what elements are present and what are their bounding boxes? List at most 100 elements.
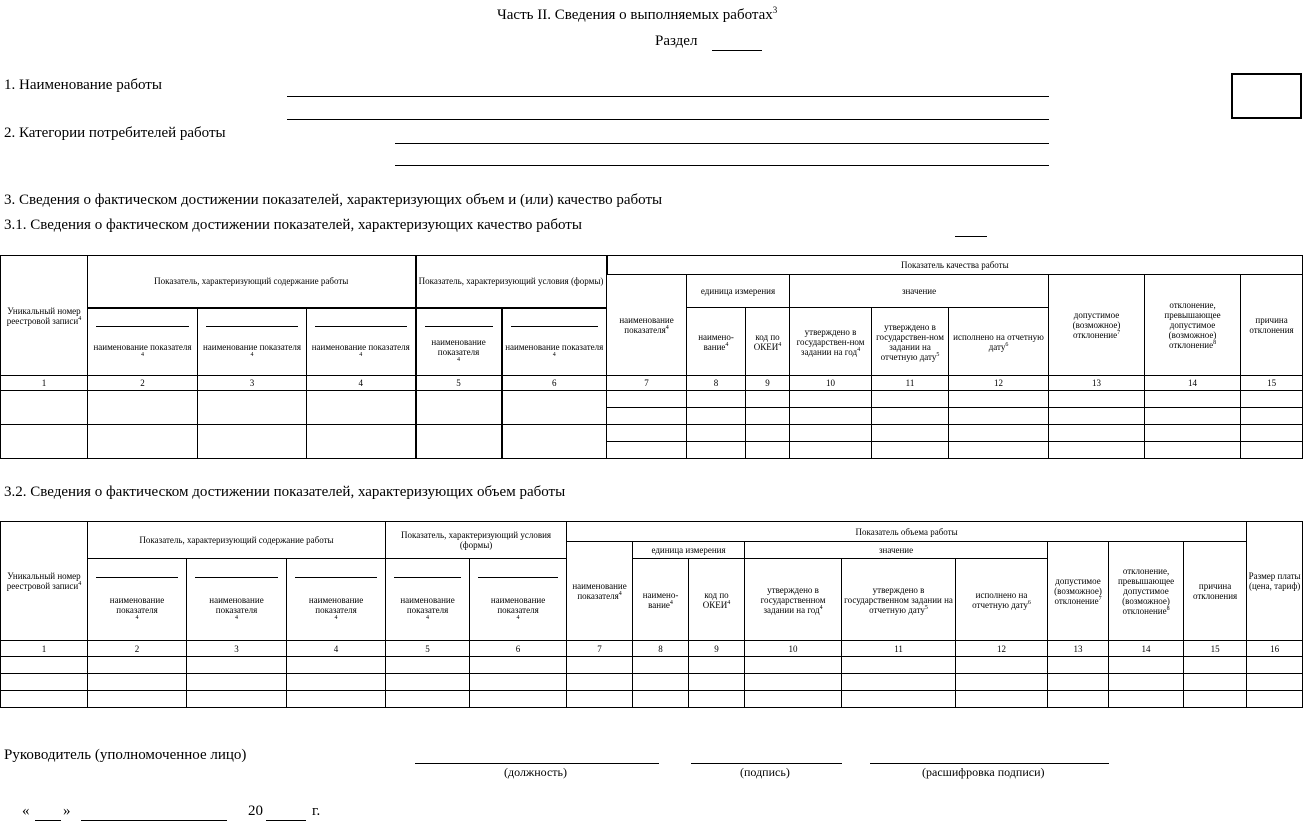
t2-ind-name-2: наименование показателя 4 bbox=[87, 558, 187, 641]
decode-line[interactable] bbox=[870, 763, 1109, 764]
table-row[interactable] bbox=[0, 656, 1303, 674]
t1-num: 2 bbox=[87, 375, 198, 391]
t2-num: 4 bbox=[285, 640, 387, 657]
heading-3-2: 3.2. Сведения о фактическом достижении п… bbox=[4, 484, 566, 500]
t1-num: 1 bbox=[0, 375, 88, 391]
t1-ind-name-3: наименование показателя 4 bbox=[197, 306, 307, 376]
t1-num: 5 bbox=[414, 375, 503, 391]
work-name-line-2[interactable] bbox=[287, 119, 1049, 120]
t2-number-row: 1 2 3 4 5 6 7 8 9 10 11 12 13 14 15 16 bbox=[0, 640, 1303, 657]
t2-num: 11 bbox=[841, 640, 957, 657]
table-row[interactable] bbox=[0, 390, 1303, 425]
date-year-suffix: г. bbox=[312, 803, 321, 819]
t2-ind-name-5: наименование показателя 4 bbox=[385, 558, 471, 641]
t1-conditions-header: Показатель, характеризующий условия (фор… bbox=[414, 255, 608, 308]
t1-number-row: 1 2 3 4 5 6 7 8 9 10 11 12 13 14 15 bbox=[0, 375, 1303, 391]
consumers-line-1[interactable] bbox=[395, 143, 1049, 144]
t2-reason: причина отклонения bbox=[1183, 541, 1248, 641]
volume-table: Уникальный номер реестровой записи4 Пока… bbox=[0, 521, 1303, 708]
t1-done: исполнено на отчетную дату6 bbox=[948, 307, 1050, 376]
t2-unit-header: единица измерения bbox=[632, 541, 746, 559]
position-caption: (должность) bbox=[504, 765, 567, 779]
t1-allowed: допустимое (возможное) отклонение7 bbox=[1048, 274, 1146, 376]
t1-ind-name-7: наименование показателя4 bbox=[606, 274, 688, 376]
t1-num: 10 bbox=[789, 375, 873, 391]
t1-quality-header: Показатель качества работы bbox=[605, 255, 1303, 275]
t2-num: 16 bbox=[1246, 640, 1303, 657]
t1-num: 13 bbox=[1048, 375, 1146, 391]
t2-ind-name-4: наименование показателя 4 bbox=[285, 558, 387, 641]
table-row[interactable] bbox=[0, 673, 1303, 691]
t2-done: исполнено на отчетную дату6 bbox=[955, 558, 1049, 641]
page-title: Часть II. Сведения о выполняемых работах… bbox=[497, 5, 778, 24]
t1-approved-year: утверждено в государствен-ном задании на… bbox=[789, 307, 873, 376]
t1-ind-name-2: наименование показателя 4 bbox=[87, 306, 198, 376]
t1-reason: причина отклонения bbox=[1240, 274, 1303, 376]
date-day-line[interactable] bbox=[35, 820, 61, 821]
date-quote-close: » bbox=[63, 803, 71, 819]
position-line[interactable] bbox=[415, 763, 659, 764]
t2-num: 12 bbox=[955, 640, 1049, 657]
t1-okei: код по ОКЕИ4 bbox=[745, 307, 791, 376]
t1-num: 3 bbox=[197, 375, 307, 391]
quality-table: Уникальный номер реестровой записи4 Пока… bbox=[0, 255, 1303, 459]
t2-value-header: значение bbox=[744, 541, 1049, 559]
heading-3-1-blank[interactable] bbox=[955, 236, 987, 237]
t2-approved-date: утверждено в государственном задании на … bbox=[841, 558, 957, 641]
work-name-label: 1. Наименование работы bbox=[4, 77, 162, 93]
t2-ind-name-7: наименование показателя4 bbox=[566, 541, 634, 641]
table-row[interactable] bbox=[1, 441, 1303, 459]
t2-conditions-header: Показатель, характеризующий условия (фор… bbox=[385, 521, 568, 559]
date-quote-open: « bbox=[22, 803, 30, 819]
t2-num: 7 bbox=[566, 640, 634, 657]
t2-approved-year: утверждено в государственном задании на … bbox=[744, 558, 843, 641]
t2-num: 13 bbox=[1047, 640, 1110, 657]
t1-value-header: значение bbox=[789, 274, 1050, 308]
t1-unique-header: Уникальный номер реестровой записи4 bbox=[0, 255, 88, 376]
t1-ind-name-5: наименование показателя 4 bbox=[414, 306, 503, 376]
date-year-prefix: 20 bbox=[248, 803, 263, 819]
t1-approved-date: утверждено в государствен-ном задании на… bbox=[871, 307, 950, 376]
t1-unit-name: наимено-вание4 bbox=[686, 307, 747, 376]
section-label: Раздел bbox=[655, 33, 698, 49]
t2-okei: код по ОКЕИ4 bbox=[688, 558, 746, 641]
t2-unit-name: наимено-вание4 bbox=[632, 558, 690, 641]
t1-num: 7 bbox=[606, 375, 688, 391]
head-label: Руководитель (уполномоченное лицо) bbox=[4, 747, 247, 763]
consumers-line-2[interactable] bbox=[395, 165, 1049, 166]
registry-code-box[interactable] bbox=[1231, 73, 1302, 119]
date-year-line[interactable] bbox=[266, 820, 306, 821]
t1-content-header: Показатель, характеризующий содержание р… bbox=[86, 255, 417, 308]
signature-line[interactable] bbox=[691, 763, 842, 764]
sign-caption: (подпись) bbox=[740, 765, 790, 779]
table-row[interactable] bbox=[0, 690, 1303, 708]
t2-num: 15 bbox=[1183, 640, 1248, 657]
t2-ind-name-3: наименование показателя 4 bbox=[186, 558, 287, 641]
t2-num: 14 bbox=[1108, 640, 1185, 657]
t1-num: 8 bbox=[686, 375, 747, 391]
t2-allowed: допустимое (возможное) отклонение7 bbox=[1047, 541, 1110, 641]
decode-caption: (расшифровка подписи) bbox=[922, 765, 1045, 779]
t2-fee: Размер платы (цена, тариф) bbox=[1246, 521, 1303, 641]
section-number-line[interactable] bbox=[712, 50, 762, 51]
t2-exceed: отклонение, превышающее допустимое (возм… bbox=[1108, 541, 1185, 641]
table-row[interactable] bbox=[1, 407, 1303, 425]
t1-num: 14 bbox=[1144, 375, 1242, 391]
t2-content-header: Показатель, характеризующий содержание р… bbox=[86, 521, 387, 559]
t2-ind-name-6: наименование показателя 4 bbox=[469, 558, 568, 641]
t2-num: 6 bbox=[469, 640, 568, 657]
t1-ind-name-4: наименование показателя 4 bbox=[305, 306, 417, 376]
t1-unit-header: единица измерения bbox=[686, 274, 791, 308]
t1-num: 15 bbox=[1240, 375, 1303, 391]
t2-volume-header: Показатель объема работы bbox=[566, 521, 1248, 542]
work-name-line-1[interactable] bbox=[287, 96, 1049, 97]
t1-num: 11 bbox=[871, 375, 950, 391]
t2-num: 3 bbox=[186, 640, 287, 657]
table-row[interactable] bbox=[0, 424, 1303, 459]
t1-num: 9 bbox=[745, 375, 791, 391]
date-month-line[interactable] bbox=[81, 820, 227, 821]
t2-num: 2 bbox=[87, 640, 187, 657]
t1-exceed: отклонение, превышающее допустимое (возм… bbox=[1144, 274, 1242, 376]
t2-num: 1 bbox=[0, 640, 88, 657]
t2-unique-header: Уникальный номер реестровой записи4 bbox=[0, 521, 88, 641]
